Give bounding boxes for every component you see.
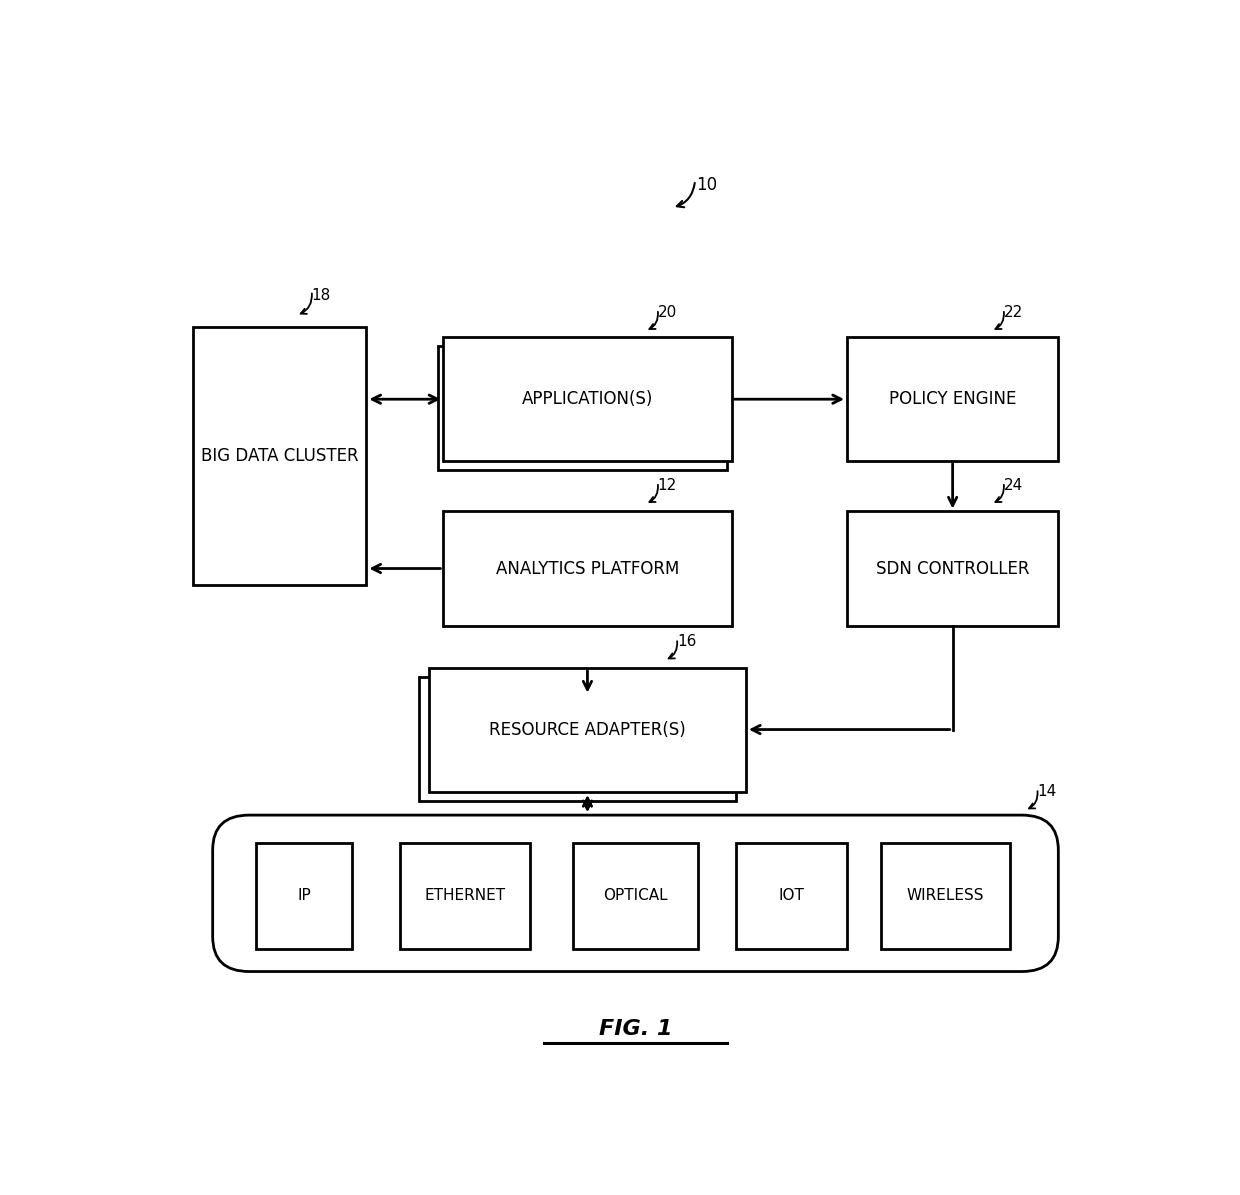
Text: 24: 24 <box>1003 478 1023 494</box>
Text: WIRELESS: WIRELESS <box>906 888 985 903</box>
FancyBboxPatch shape <box>573 842 698 949</box>
Text: 14: 14 <box>1037 784 1056 799</box>
FancyBboxPatch shape <box>439 345 727 470</box>
FancyBboxPatch shape <box>429 668 746 792</box>
Text: 22: 22 <box>1003 305 1023 320</box>
FancyBboxPatch shape <box>847 511 1058 626</box>
FancyBboxPatch shape <box>444 337 732 461</box>
Text: FIG. 1: FIG. 1 <box>599 1018 672 1038</box>
Text: IP: IP <box>298 888 311 903</box>
FancyBboxPatch shape <box>255 842 352 949</box>
Text: RESOURCE ADAPTER(S): RESOURCE ADAPTER(S) <box>489 721 686 739</box>
FancyBboxPatch shape <box>847 337 1058 461</box>
Text: OPTICAL: OPTICAL <box>603 888 668 903</box>
FancyBboxPatch shape <box>737 842 847 949</box>
FancyBboxPatch shape <box>444 511 732 626</box>
FancyBboxPatch shape <box>213 815 1058 972</box>
FancyBboxPatch shape <box>880 842 1011 949</box>
Text: SDN CONTROLLER: SDN CONTROLLER <box>875 560 1029 578</box>
Text: POLICY ENGINE: POLICY ENGINE <box>889 390 1017 407</box>
Text: 16: 16 <box>677 635 696 650</box>
Text: 12: 12 <box>657 478 677 494</box>
Text: BIG DATA CLUSTER: BIG DATA CLUSTER <box>201 447 358 465</box>
Text: 10: 10 <box>696 176 717 194</box>
Text: 20: 20 <box>657 305 677 320</box>
Text: IOT: IOT <box>779 888 805 903</box>
Text: 18: 18 <box>311 288 331 302</box>
Text: ANALYTICS PLATFORM: ANALYTICS PLATFORM <box>496 560 680 578</box>
FancyBboxPatch shape <box>193 327 367 586</box>
FancyBboxPatch shape <box>401 842 529 949</box>
Text: ETHERNET: ETHERNET <box>424 888 506 903</box>
Text: APPLICATION(S): APPLICATION(S) <box>522 390 653 407</box>
FancyBboxPatch shape <box>419 678 737 802</box>
